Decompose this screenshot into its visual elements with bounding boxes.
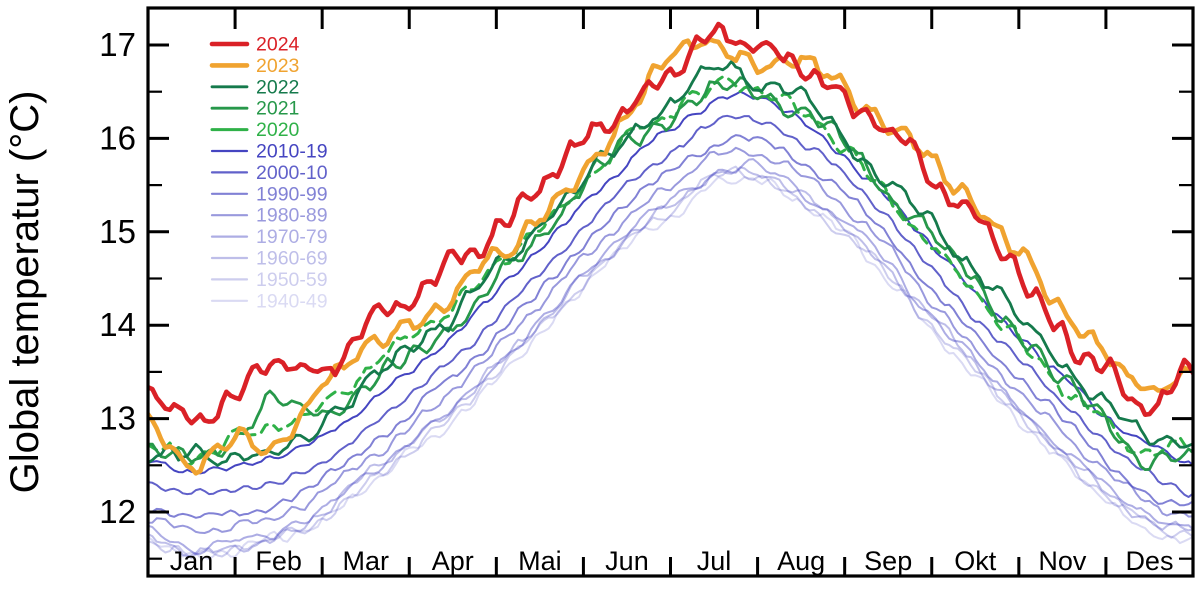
legend-item-2020: 2020 [210, 119, 300, 141]
legend-item-2021: 2021 [210, 98, 299, 120]
series-line-1950-59 [148, 165, 1193, 560]
x-month-label-Nov: Nov [1038, 546, 1087, 576]
legend-label-2010-19: 2010-19 [256, 141, 328, 163]
legend-label-1990-99: 1990-99 [256, 183, 328, 205]
x-month-label-Apr: Apr [432, 546, 474, 576]
series-line-1970-79 [148, 158, 1193, 556]
series-line-1960-69 [148, 166, 1193, 558]
x-month-label-Jun: Jun [605, 546, 649, 576]
legend-item-1950-59: 1950-59 [210, 269, 328, 291]
x-month-label-Mai: Mai [518, 546, 562, 576]
y-tick-label-12: 12 [99, 493, 136, 530]
x-month-label-Jul: Jul [697, 546, 732, 576]
legend-item-1980-89: 1980-89 [210, 205, 328, 227]
y-axis-title: Global temperatur (°C) [3, 91, 47, 494]
legend-label-2022: 2022 [256, 76, 299, 98]
y-tick-label-17: 17 [99, 26, 136, 63]
legend-label-2021: 2021 [256, 98, 299, 120]
series-line-2022 [148, 60, 1193, 467]
legend-label-1940-49: 1940-49 [256, 290, 328, 312]
x-month-label-Feb: Feb [255, 546, 302, 576]
y-tick-label-15: 15 [99, 213, 136, 250]
series-line-1990-99 [148, 134, 1193, 519]
legend-item-1990-99: 1990-99 [210, 183, 328, 205]
legend-label-1960-69: 1960-69 [256, 248, 328, 270]
legend-label-2024: 2024 [256, 34, 300, 56]
legend-label-1980-89: 1980-89 [256, 205, 328, 227]
series-line-2024 [148, 21, 1193, 426]
legend-label-2020: 2020 [256, 119, 300, 141]
legend-label-2023: 2023 [256, 55, 299, 77]
legend-item-2000-10: 2000-10 [210, 162, 328, 184]
legend: 202420232022202120202010-192000-101990-9… [209, 34, 328, 312]
legend-item-1970-79: 1970-79 [210, 226, 328, 248]
legend-label-1970-79: 1970-79 [256, 226, 328, 248]
legend-label-1950-59: 1950-59 [256, 269, 328, 291]
x-month-label-Aug: Aug [777, 546, 825, 576]
y-tick-label-13: 13 [99, 400, 136, 437]
legend-item-2024: 2024 [209, 34, 300, 56]
y-tick-label-14: 14 [99, 306, 136, 343]
x-month-label-Sep: Sep [864, 546, 912, 576]
series-group [148, 21, 1193, 561]
series-line-1940-49 [148, 176, 1193, 561]
axis-ticks-group: 12 13 14 15 16 17 Jan Feb Mar Apr Mai Jun Jul Aug Sep O… [99, 9, 1195, 576]
x-month-label-Jan: Jan [170, 546, 214, 576]
y-tick-label-16: 16 [99, 119, 136, 156]
x-month-label-Mar: Mar [342, 546, 389, 576]
legend-item-1940-49: 1940-49 [210, 290, 328, 312]
legend-item-2023: 2023 [209, 55, 299, 77]
x-month-label-Des: Des [1125, 546, 1173, 576]
series-line-2021 [148, 76, 1193, 471]
legend-item-2010-19: 2010-19 [210, 141, 328, 163]
legend-item-2022: 2022 [210, 76, 299, 98]
x-month-label-Okt: Okt [954, 546, 997, 576]
series-line-2000-10 [148, 114, 1193, 498]
series-line-2023 [148, 37, 1193, 476]
legend-item-1960-69: 1960-69 [210, 248, 328, 270]
legend-label-2000-10: 2000-10 [256, 162, 328, 184]
series-line-1980-89 [148, 146, 1193, 534]
plot-border [146, 6, 1195, 578]
